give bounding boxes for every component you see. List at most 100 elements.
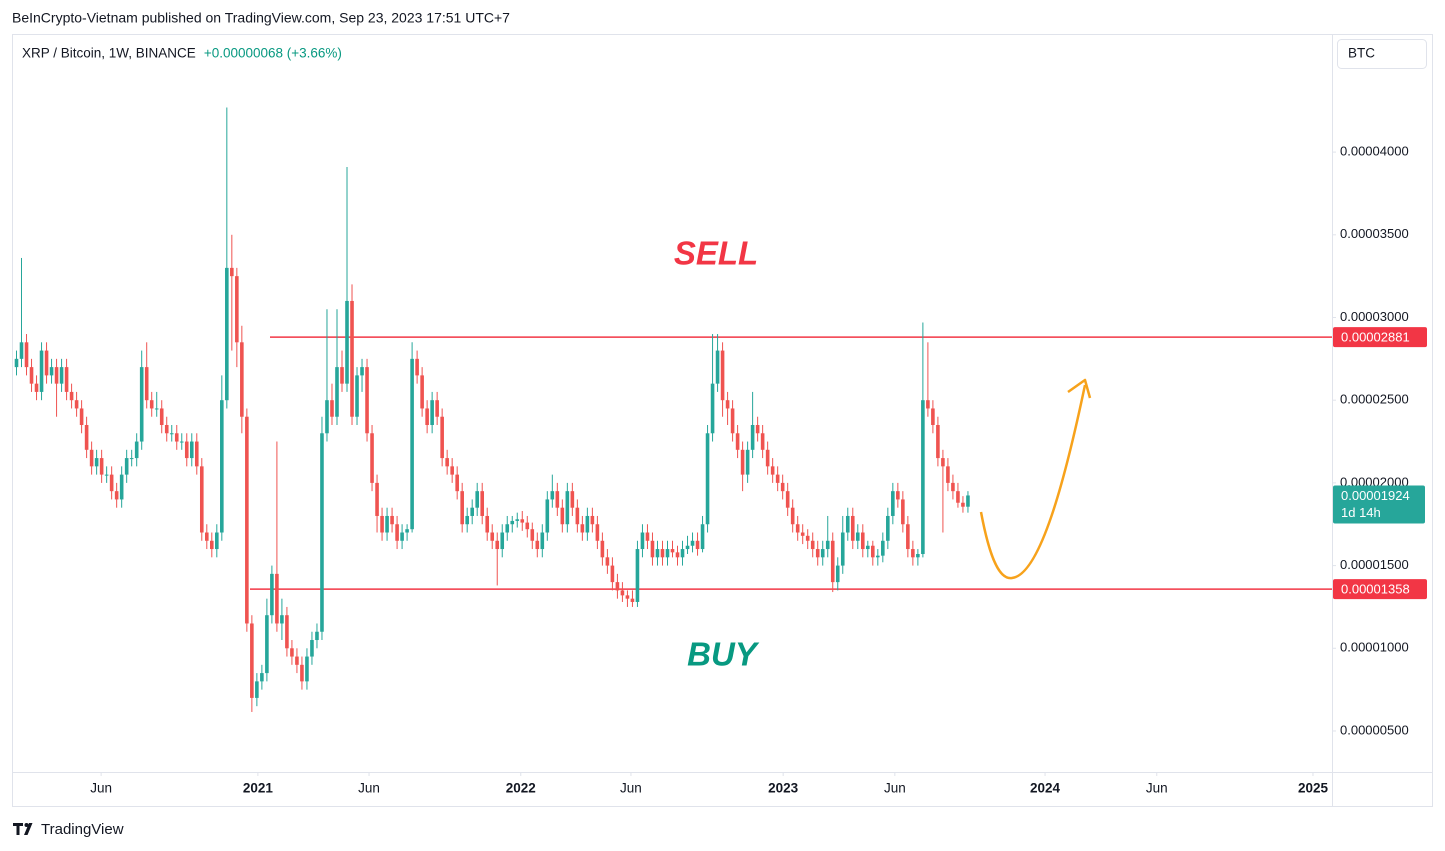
candle-body [785, 491, 790, 508]
candle-body [540, 532, 545, 550]
candle-body [921, 400, 925, 555]
candle-body [500, 532, 505, 550]
candle-body [565, 491, 570, 525]
forecast-arrow [979, 384, 1087, 580]
candle-body [480, 491, 485, 516]
candle-body [840, 532, 845, 566]
candle-body [210, 540, 214, 550]
candle-body [129, 458, 134, 460]
y-tick-label: 0.00001000 [1340, 640, 1409, 655]
candle-body [260, 673, 264, 682]
candle-body [770, 466, 775, 475]
y-tick-label: 0.00003000 [1340, 309, 1409, 324]
publisher: BeInCrypto-Vietnam published on TradingV… [12, 10, 510, 26]
candle-body [330, 400, 334, 417]
candle-body [625, 595, 630, 599]
candle-body [44, 350, 49, 376]
candle-body [455, 474, 459, 492]
candle-body [951, 482, 955, 492]
candle-body [941, 458, 945, 467]
candle-body [896, 491, 900, 500]
candle-body [99, 458, 104, 475]
candle-body [735, 433, 740, 450]
candle-body [590, 515, 595, 525]
candle-body [575, 507, 580, 525]
y-tick-label: 0.00000500 [1340, 722, 1409, 737]
candle-body [240, 342, 244, 417]
candle-body [725, 400, 730, 409]
candle-body [235, 276, 239, 343]
candle-body [24, 342, 29, 368]
x-tick-label: Jun [884, 781, 906, 796]
candle-body [420, 375, 424, 409]
x-tick-label: 2023 [768, 781, 799, 796]
candle-body [59, 367, 64, 384]
candle-body [505, 524, 510, 533]
candle-body [375, 482, 379, 516]
candle-body [515, 519, 520, 521]
candle-body [750, 425, 755, 450]
candle-body [194, 441, 199, 467]
candle-body [765, 449, 770, 467]
candle-body [215, 532, 219, 550]
brand-logo [13, 823, 33, 835]
chart-frame [12, 34, 1433, 807]
candle-body [285, 615, 289, 649]
level-tag-label: 0.00001358 [1341, 582, 1410, 597]
candle-body [34, 383, 39, 392]
level-tag [1333, 327, 1427, 348]
currency-button[interactable] [1337, 39, 1427, 69]
candle-body [425, 408, 429, 426]
candle-body [355, 375, 359, 417]
currency-label[interactable]: BTC [1348, 46, 1375, 61]
candle-body [19, 342, 24, 359]
candle-body [280, 615, 284, 624]
candle-body [675, 552, 680, 558]
candle-body [104, 474, 109, 476]
candle-body [245, 416, 249, 624]
y-tick-label: 0.00004000 [1340, 144, 1409, 159]
x-tick-label: 2021 [243, 781, 274, 796]
x-tick-label: Jun [620, 781, 642, 796]
candle-body [485, 515, 490, 533]
candle-body [465, 515, 469, 525]
candle-body [400, 532, 404, 541]
candle-body [695, 540, 700, 550]
brand-icon [13, 823, 33, 835]
candle-body [315, 631, 319, 641]
candle-body [535, 540, 540, 550]
candle-body [550, 491, 555, 500]
candle-body [460, 491, 464, 525]
candle-body [265, 615, 269, 674]
candle-body [134, 441, 139, 459]
candle-body [89, 449, 94, 467]
candle-body [740, 449, 745, 475]
chart-title: XRP / Bitcoin, 1W, BINANCE [22, 46, 196, 61]
candle-body [645, 532, 650, 541]
x-tick-label: 2024 [1030, 781, 1061, 796]
candle-body [300, 664, 304, 682]
last-price-tag [1333, 485, 1425, 524]
candle-body [635, 549, 640, 602]
x-tick-label: Jun [358, 781, 380, 796]
candle-body [615, 582, 620, 591]
price-change: +0.00000068 (+3.66%) [204, 46, 342, 61]
candle-body [94, 458, 99, 467]
candle-body [800, 532, 805, 536]
candle-body [610, 565, 615, 583]
forecast-arrowhead [1067, 378, 1092, 399]
candle-body [320, 433, 324, 632]
candle-body [39, 350, 44, 392]
candle-body [665, 549, 670, 558]
candle-body [640, 532, 645, 550]
candle-body [475, 491, 480, 508]
y-tick-label: 0.00003500 [1340, 226, 1409, 241]
candle-body [169, 433, 174, 435]
level-tag-label: 0.00002881 [1341, 330, 1410, 345]
candle-body [630, 598, 635, 602]
candle-body [845, 515, 850, 533]
candle-body [891, 491, 895, 516]
x-tick-label: Jun [1146, 781, 1168, 796]
candle-body [295, 656, 299, 665]
last-price-label: 0.00001924 [1341, 488, 1410, 503]
